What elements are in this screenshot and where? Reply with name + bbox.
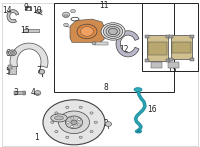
Bar bbox=[8, 66, 16, 74]
Circle shape bbox=[71, 120, 77, 125]
Bar bbox=[168, 62, 179, 68]
Text: 6: 6 bbox=[6, 49, 10, 58]
Circle shape bbox=[77, 24, 97, 39]
Text: 14: 14 bbox=[2, 6, 12, 15]
Circle shape bbox=[66, 136, 69, 138]
Circle shape bbox=[8, 50, 16, 56]
Polygon shape bbox=[7, 10, 19, 23]
Bar bbox=[64, 15, 68, 17]
Bar bbox=[23, 91, 25, 95]
Circle shape bbox=[71, 126, 73, 128]
Circle shape bbox=[71, 117, 73, 119]
Circle shape bbox=[38, 69, 45, 74]
Text: 5: 5 bbox=[6, 67, 10, 76]
Text: 15: 15 bbox=[20, 26, 30, 35]
Bar bbox=[166, 35, 170, 38]
Circle shape bbox=[55, 112, 58, 114]
Circle shape bbox=[101, 23, 125, 40]
Circle shape bbox=[106, 26, 120, 37]
Circle shape bbox=[78, 119, 80, 121]
Text: 1: 1 bbox=[35, 133, 39, 142]
Circle shape bbox=[55, 130, 58, 133]
Bar bbox=[54, 3, 174, 92]
Bar bbox=[172, 42, 191, 53]
Bar bbox=[190, 58, 194, 61]
Bar bbox=[148, 42, 167, 55]
Ellipse shape bbox=[55, 116, 63, 120]
Bar bbox=[14, 91, 16, 95]
Circle shape bbox=[34, 91, 41, 95]
Polygon shape bbox=[116, 31, 139, 57]
Bar bbox=[166, 59, 170, 62]
Text: 4: 4 bbox=[31, 88, 35, 97]
Text: 3: 3 bbox=[14, 88, 18, 97]
Text: 10: 10 bbox=[32, 6, 42, 15]
Text: 8: 8 bbox=[104, 83, 108, 92]
Circle shape bbox=[80, 27, 94, 36]
Circle shape bbox=[92, 42, 96, 45]
Circle shape bbox=[66, 121, 69, 123]
Circle shape bbox=[62, 12, 70, 17]
Ellipse shape bbox=[137, 130, 140, 132]
Ellipse shape bbox=[135, 130, 141, 133]
Bar bbox=[142, 3, 198, 71]
Bar bbox=[36, 94, 39, 95]
Bar bbox=[145, 59, 149, 62]
Circle shape bbox=[105, 122, 112, 126]
Polygon shape bbox=[70, 19, 106, 42]
Text: 12: 12 bbox=[119, 45, 129, 54]
Circle shape bbox=[94, 121, 97, 123]
Circle shape bbox=[79, 136, 82, 138]
Ellipse shape bbox=[51, 114, 67, 122]
Circle shape bbox=[90, 130, 93, 133]
Circle shape bbox=[79, 106, 82, 108]
Ellipse shape bbox=[134, 88, 142, 91]
Bar bbox=[169, 58, 173, 61]
Circle shape bbox=[78, 124, 80, 126]
Bar bbox=[94, 42, 108, 45]
Text: 11: 11 bbox=[99, 1, 109, 10]
Polygon shape bbox=[10, 43, 48, 69]
Bar bbox=[14, 91, 25, 94]
Bar bbox=[8, 65, 12, 69]
Circle shape bbox=[66, 106, 69, 108]
Bar bbox=[171, 35, 192, 59]
Circle shape bbox=[58, 111, 90, 134]
Circle shape bbox=[43, 100, 105, 145]
Bar bbox=[23, 29, 39, 32]
Bar bbox=[169, 35, 173, 38]
Circle shape bbox=[51, 121, 54, 123]
Bar bbox=[145, 35, 149, 38]
Circle shape bbox=[109, 28, 117, 35]
Circle shape bbox=[71, 9, 75, 13]
Bar bbox=[147, 35, 168, 61]
Circle shape bbox=[36, 9, 42, 14]
Circle shape bbox=[90, 112, 93, 114]
Text: 16: 16 bbox=[147, 105, 157, 115]
Circle shape bbox=[64, 23, 68, 27]
Text: 2: 2 bbox=[104, 119, 108, 128]
Text: 13: 13 bbox=[167, 65, 177, 74]
Circle shape bbox=[10, 51, 14, 54]
Circle shape bbox=[103, 25, 123, 38]
Text: 9: 9 bbox=[24, 3, 28, 12]
Bar bbox=[151, 62, 162, 68]
Circle shape bbox=[65, 116, 83, 129]
Text: 7: 7 bbox=[37, 66, 41, 75]
Bar bbox=[190, 35, 194, 38]
